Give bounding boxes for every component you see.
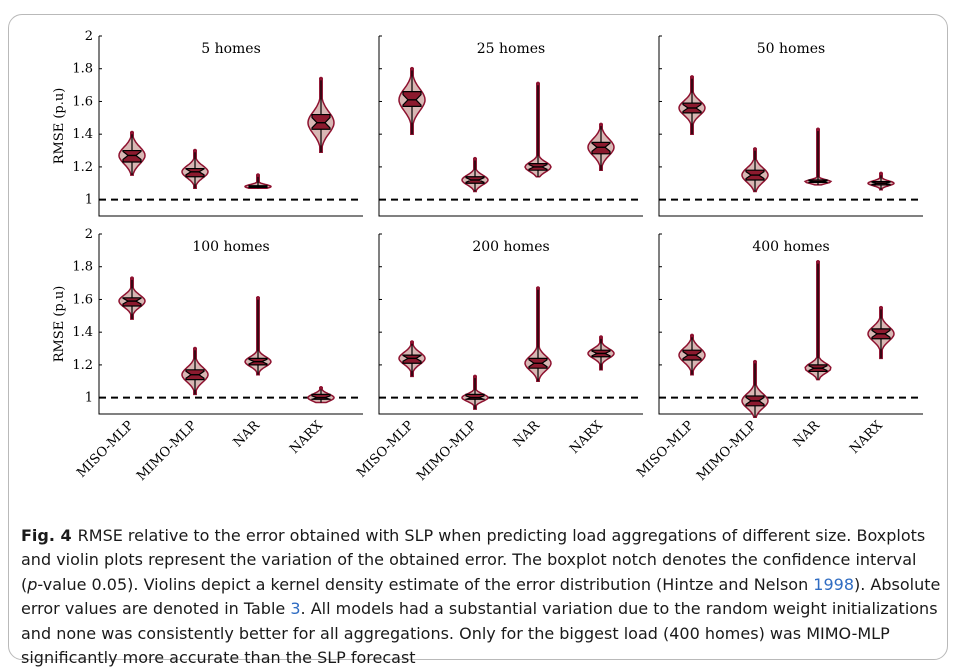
y-tick-label: 1.8 xyxy=(72,62,93,77)
x-tick-label: NARX xyxy=(567,418,606,457)
box-miso-mlp xyxy=(402,354,422,364)
caption-text-4: . All models had a substantial variation… xyxy=(21,599,938,668)
x-tick-label: MIMO-MLP xyxy=(414,418,480,484)
panel-title: 50 homes xyxy=(757,41,825,57)
outlier-dot xyxy=(256,173,260,177)
panel-axes xyxy=(98,234,363,415)
reference-link-1998[interactable]: 1998 xyxy=(813,574,855,594)
outlier-dot xyxy=(816,127,820,132)
caption-text-1: RMSE relative to the error obtained with… xyxy=(21,526,926,594)
y-tick-label: 1.2 xyxy=(72,160,93,175)
figure-frame xyxy=(8,14,948,660)
box-mimo-mlp xyxy=(465,393,485,401)
outlier-dot xyxy=(599,122,603,127)
x-tick-label: MISO-MLP xyxy=(354,418,417,481)
x-tick-label: NARX xyxy=(847,418,886,457)
box-miso-mlp xyxy=(402,91,422,107)
panel-4: 1 1.2 1.4 1.6 1.8 2 RMSE (p.u) 100 homes MISO-ML… xyxy=(52,227,363,484)
table-link-3[interactable]: 3 xyxy=(290,599,301,619)
y-tick-label: 1.8 xyxy=(72,260,93,275)
outlier-dot xyxy=(319,386,323,390)
y-tick-label: 1.4 xyxy=(72,325,93,340)
panel-axes xyxy=(658,36,923,217)
outlier-dot xyxy=(536,286,540,290)
outlier-dot xyxy=(536,81,540,86)
panel-title: 25 homes xyxy=(477,41,545,57)
x-tick-label: MISO-MLP xyxy=(634,418,697,481)
outlier-dot xyxy=(130,130,134,135)
outlier-dot xyxy=(473,374,477,379)
x-tick-label: MIMO-MLP xyxy=(134,418,200,484)
violin-chart: 1 1.2 1.4 1.6 1.8 2 RMSE (p.u) 5 homes 25 homes 5… xyxy=(52,29,923,484)
outlier-dot xyxy=(473,156,477,161)
y-tick-label: 1 xyxy=(85,391,93,406)
caption-text-3: ). Absolute error values are denoted in … xyxy=(21,574,941,619)
x-tick-label: NAR xyxy=(511,417,544,450)
box-mimo-mlp xyxy=(185,167,205,178)
box-miso-mlp xyxy=(122,149,142,163)
outlier-dot xyxy=(753,359,757,364)
x-tick-label: MISO-MLP xyxy=(74,418,137,481)
outlier-dot xyxy=(753,147,757,151)
outlier-dot xyxy=(690,333,694,338)
box-narx xyxy=(311,393,331,401)
panel-2: 25 homes xyxy=(378,35,643,217)
y-tick-label: 1.2 xyxy=(72,358,93,373)
panel-1: 1 1.2 1.4 1.6 1.8 2 RMSE (p.u) 5 homes xyxy=(52,29,363,217)
outlier-dot xyxy=(879,171,883,176)
x-tick-label: NARX xyxy=(287,418,326,457)
outlier-dot xyxy=(599,335,603,339)
panel-axes xyxy=(658,234,923,415)
y-tick-label: 1.6 xyxy=(72,292,93,307)
outlier-dot xyxy=(130,276,134,280)
panel-title: 100 homes xyxy=(192,239,269,255)
panel-axes xyxy=(378,234,643,415)
outlier-dot xyxy=(193,148,197,153)
outlier-dot xyxy=(319,76,323,81)
figure-caption: Fig. 4 RMSE relative to the error obtaine… xyxy=(21,524,941,670)
panel-title: 5 homes xyxy=(201,41,261,57)
panel-axes xyxy=(98,36,363,217)
y-tick-label: 1.6 xyxy=(72,94,93,109)
x-tick-label: NAR xyxy=(231,417,264,450)
y-tick-label: 1.4 xyxy=(72,127,93,142)
panel-title: 200 homes xyxy=(472,239,549,255)
outlier-dot xyxy=(256,296,260,300)
panel-title: 400 homes xyxy=(752,239,829,255)
outlier-dot xyxy=(816,260,820,264)
box-narx xyxy=(311,113,331,130)
panel-axes xyxy=(378,36,643,217)
y-tick-label: 2 xyxy=(85,227,93,242)
box-miso-mlp xyxy=(122,297,142,307)
x-tick-label: MIMO-MLP xyxy=(694,418,760,484)
outlier-dot xyxy=(193,346,197,351)
caption-p-italic: p xyxy=(27,574,38,594)
caption-text-2: -value 0.05). Violins depict a kernel de… xyxy=(37,574,814,594)
x-tick-label: NAR xyxy=(791,417,824,450)
outlier-dot xyxy=(410,66,414,71)
outlier-dot xyxy=(410,340,414,344)
outlier-dot xyxy=(690,75,694,79)
caption-label: Fig. 4 xyxy=(21,526,72,545)
box-narx xyxy=(591,141,611,155)
y-tick-label: 2 xyxy=(85,29,93,44)
panel-3: 50 homes xyxy=(658,35,923,217)
y-tick-label: 1 xyxy=(85,193,93,208)
outlier-dot xyxy=(879,305,883,310)
y-axis-label: RMSE (p.u) xyxy=(52,88,67,165)
y-axis-label: RMSE (p.u) xyxy=(52,286,67,363)
